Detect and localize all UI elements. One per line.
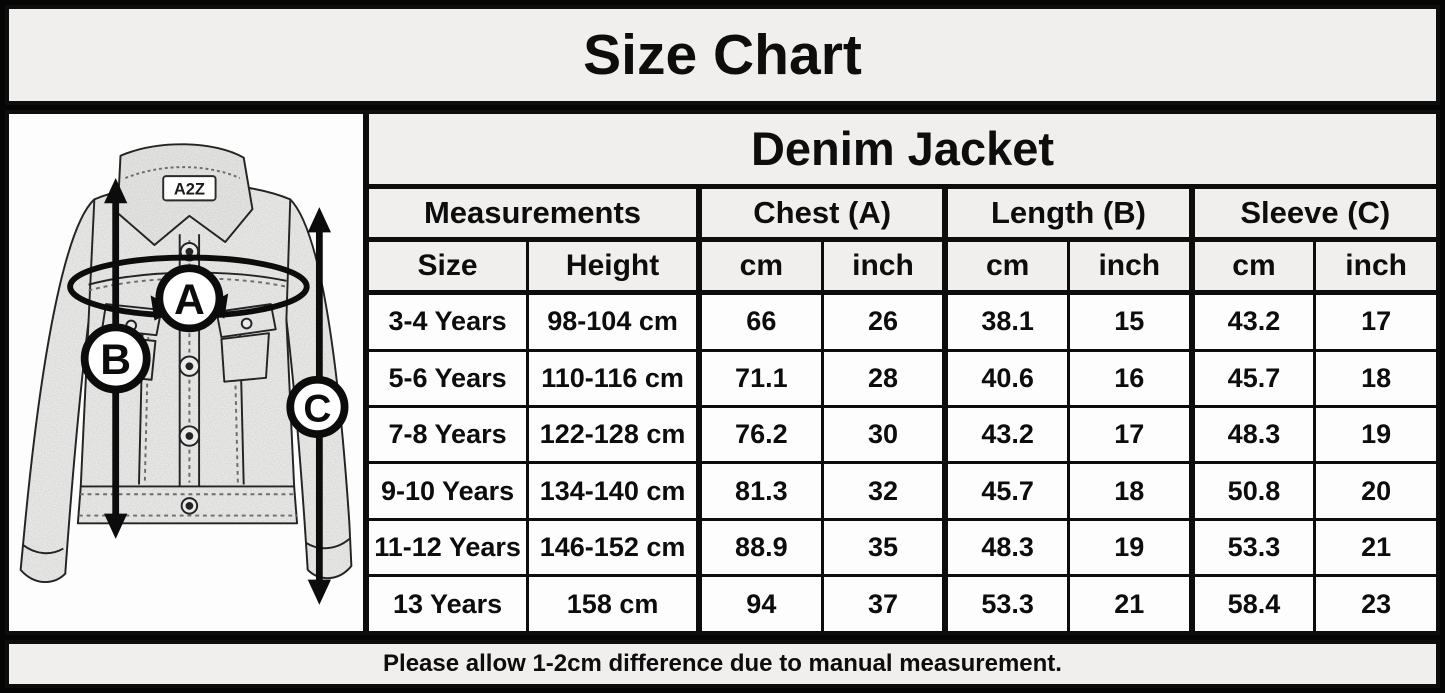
table-cell: 30 bbox=[820, 404, 947, 465]
table-cell: 32 bbox=[820, 461, 947, 521]
table-cell: 98-104 cm bbox=[526, 290, 701, 352]
jacket-sketch bbox=[19, 143, 353, 583]
table-cell: 88.9 bbox=[695, 517, 824, 578]
table-cell: 19 bbox=[1313, 404, 1440, 465]
group-header: Chest (A) bbox=[695, 184, 947, 242]
group-header: Measurements bbox=[365, 184, 701, 242]
table-cell: 13 Years bbox=[365, 574, 530, 635]
table-title: Denim Jacket bbox=[365, 110, 1440, 189]
table-cell: 71.1 bbox=[695, 348, 824, 408]
table-cell: 7-8 Years bbox=[365, 404, 530, 465]
title-bar: Size Chart bbox=[5, 5, 1440, 105]
table-cell: 50.8 bbox=[1188, 461, 1317, 521]
chest-badge-letter: A bbox=[174, 276, 205, 324]
table-cell: 9-10 Years bbox=[365, 461, 530, 521]
table-cell: 76.2 bbox=[695, 404, 824, 465]
table-cell: 48.3 bbox=[942, 517, 1070, 578]
table-cell: 40.6 bbox=[942, 348, 1070, 408]
note-bar: Please allow 1-2cm difference due to man… bbox=[5, 640, 1440, 688]
table-cell: 16 bbox=[1066, 348, 1194, 408]
table-cell: 21 bbox=[1066, 574, 1194, 635]
table-cell: 66 bbox=[695, 290, 824, 352]
jacket-illustration-panel: A2Z bbox=[5, 110, 365, 635]
table-cell: 110-116 cm bbox=[526, 348, 701, 408]
table-cell: 17 bbox=[1066, 404, 1194, 465]
column-header: cm bbox=[695, 237, 824, 295]
table-cell: 45.7 bbox=[942, 461, 1070, 521]
table-cell: 35 bbox=[820, 517, 947, 578]
table-cell: 5-6 Years bbox=[365, 348, 530, 408]
group-header: Length (B) bbox=[942, 184, 1194, 242]
table-cell: 11-12 Years bbox=[365, 517, 530, 578]
table-cell: 43.2 bbox=[1188, 290, 1317, 352]
column-header: inch bbox=[1066, 237, 1194, 295]
brand-label: A2Z bbox=[162, 175, 217, 202]
sub-header-row: Size Height cm inch cm inch cm inch bbox=[365, 237, 1440, 295]
size-table-panel: Denim Jacket Measurements Chest (A) Length… bbox=[365, 110, 1440, 635]
column-header: Height bbox=[526, 237, 701, 295]
table-row: 11-12 Years 146-152 cm 88.9 35 48.3 19 53.3 21 bbox=[365, 517, 1440, 578]
table-cell: 20 bbox=[1313, 461, 1440, 521]
note-text: Please allow 1-2cm difference due to man… bbox=[383, 650, 1062, 677]
table-row: 9-10 Years 134-140 cm 81.3 32 45.7 18 50.8 20 bbox=[365, 461, 1440, 521]
table-row: 3-4 Years 98-104 cm 66 26 38.1 15 43.2 17 bbox=[365, 290, 1440, 352]
page-title: Size Chart bbox=[583, 23, 862, 87]
table-body: 3-4 Years 98-104 cm 66 26 38.1 15 43.2 17 5-6 Ye… bbox=[365, 290, 1440, 635]
table-cell: 134-140 cm bbox=[526, 461, 701, 521]
table-cell: 18 bbox=[1066, 461, 1194, 521]
table-cell: 23 bbox=[1313, 574, 1440, 635]
table-cell: 94 bbox=[695, 574, 824, 635]
group-header: Sleeve (C) bbox=[1188, 184, 1440, 242]
sleeve-badge-letter: C bbox=[303, 387, 331, 430]
table-cell: 58.4 bbox=[1188, 574, 1317, 635]
table-row: 5-6 Years 110-116 cm 71.1 28 40.6 16 45.7 18 bbox=[365, 348, 1440, 408]
table-title-row: Denim Jacket bbox=[365, 110, 1440, 189]
table-cell: 17 bbox=[1313, 290, 1440, 352]
table-cell: 28 bbox=[820, 348, 947, 408]
column-header: Size bbox=[365, 237, 530, 295]
table-cell: 53.3 bbox=[1188, 517, 1317, 578]
table-cell: 37 bbox=[820, 574, 947, 635]
measure-badges: A B C bbox=[80, 264, 349, 438]
table-cell: 158 cm bbox=[526, 574, 701, 635]
table-cell: 15 bbox=[1066, 290, 1194, 352]
table-cell: 48.3 bbox=[1188, 404, 1317, 465]
column-header: inch bbox=[1313, 237, 1440, 295]
table-cell: 53.3 bbox=[942, 574, 1070, 635]
table-cell: 122-128 cm bbox=[526, 404, 701, 465]
table-cell: 146-152 cm bbox=[526, 517, 701, 578]
length-badge-letter: B bbox=[100, 336, 131, 384]
table-cell: 3-4 Years bbox=[365, 290, 530, 352]
column-header: inch bbox=[820, 237, 947, 295]
table-cell: 26 bbox=[820, 290, 947, 352]
table-cell: 81.3 bbox=[695, 461, 824, 521]
size-table: Denim Jacket Measurements Chest (A) Length… bbox=[365, 110, 1440, 635]
table-cell: 43.2 bbox=[942, 404, 1070, 465]
table-cell: 18 bbox=[1313, 348, 1440, 408]
content: A2Z bbox=[5, 110, 1440, 635]
column-header: cm bbox=[1188, 237, 1317, 295]
table-cell: 21 bbox=[1313, 517, 1440, 578]
table-cell: 38.1 bbox=[942, 290, 1070, 352]
table-cell: 19 bbox=[1066, 517, 1194, 578]
table-row: 13 Years 158 cm 94 37 53.3 21 58.4 23 bbox=[365, 574, 1440, 635]
brand-label-text: A2Z bbox=[174, 181, 205, 199]
table-row: 7-8 Years 122-128 cm 76.2 30 43.2 17 48.3 19 bbox=[365, 404, 1440, 465]
group-header-row: Measurements Chest (A) Length (B) Sleeve (C… bbox=[365, 184, 1440, 242]
column-header: cm bbox=[942, 237, 1070, 295]
jacket-illustration: A2Z bbox=[19, 143, 353, 605]
table-cell: 45.7 bbox=[1188, 348, 1317, 408]
